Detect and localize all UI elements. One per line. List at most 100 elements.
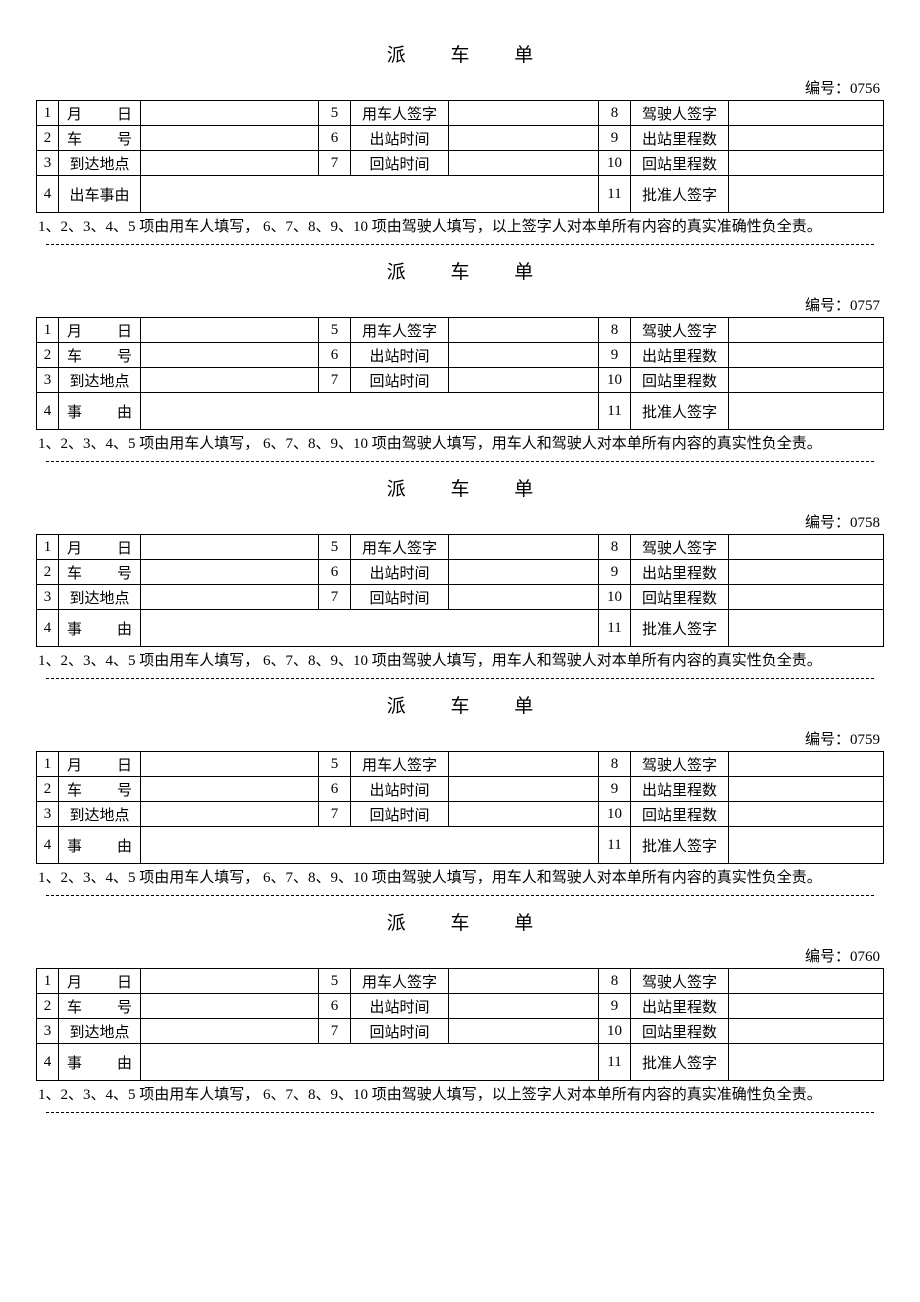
field-2-value	[141, 560, 319, 585]
field-8-value	[729, 101, 884, 126]
field-5-value	[449, 969, 599, 994]
field-7-num: 7	[319, 1019, 351, 1044]
field-3-value	[141, 1019, 319, 1044]
field-6-label: 出站时间	[351, 343, 449, 368]
field-10-num: 10	[599, 151, 631, 176]
serial-number: 编号：0758	[36, 511, 884, 532]
field-4-num: 4	[37, 610, 59, 647]
field-8-value	[729, 318, 884, 343]
table-row: 2 车号 6 出站时间 9 出站里程数	[37, 777, 884, 802]
footer-note: 1、2、3、4、5 项由用车人填写， 6、7、8、9、10 项由驾驶人填写，以上…	[36, 213, 884, 240]
field-9-label: 出站里程数	[631, 126, 729, 151]
field-4-label: 事由	[63, 835, 136, 856]
field-8-label: 驾驶人签字	[631, 318, 729, 343]
dispatch-form: 派 车 单 编号：0757 1 月日 5 用车人签字 8 驾驶人签字 2 车号 …	[36, 257, 884, 462]
field-3-num: 3	[37, 368, 59, 393]
dispatch-form: 派 车 单 编号：0756 1 月日 5 用车人签字 8 驾驶人签字 2 车号 …	[36, 40, 884, 245]
field-10-value	[729, 802, 884, 827]
field-5-num: 5	[319, 101, 351, 126]
table-row: 3 到达地点 7 回站时间 10 回站里程数	[37, 151, 884, 176]
field-5-num: 5	[319, 752, 351, 777]
field-2-label: 车号	[59, 777, 141, 802]
form-table: 1 月日 5 用车人签字 8 驾驶人签字 2 车号 6 出站时间 9 出站里程数	[36, 751, 884, 864]
field-4-label: 事由	[63, 401, 136, 422]
form-title: 派 车 单	[36, 40, 884, 67]
table-row: 1 月日 5 用车人签字 8 驾驶人签字	[37, 969, 884, 994]
table-row: 2 车号 6 出站时间 9 出站里程数	[37, 560, 884, 585]
field-7-num: 7	[319, 151, 351, 176]
field-5-label: 用车人签字	[351, 101, 449, 126]
field-3-num: 3	[37, 1019, 59, 1044]
field-3-label: 到达地点	[59, 802, 141, 827]
field-7-value	[449, 585, 599, 610]
field-2-value	[141, 994, 319, 1019]
field-10-value	[729, 585, 884, 610]
field-2-label: 车号	[59, 343, 141, 368]
field-5-value	[449, 535, 599, 560]
field-10-label: 回站里程数	[631, 585, 729, 610]
field-9-num: 9	[599, 777, 631, 802]
field-5-label: 用车人签字	[351, 535, 449, 560]
field-1-label: 月日	[59, 318, 141, 343]
field-9-label: 出站里程数	[631, 343, 729, 368]
field-6-num: 6	[319, 126, 351, 151]
serial-number: 编号：0756	[36, 77, 884, 98]
field-5-value	[449, 752, 599, 777]
field-4-num: 4	[37, 176, 59, 213]
field-7-label: 回站时间	[351, 151, 449, 176]
field-1-num: 1	[37, 535, 59, 560]
table-row: 4 事由 11 批准人签字	[37, 1044, 884, 1081]
divider	[46, 461, 874, 462]
field-11-label: 批准人签字	[631, 610, 729, 647]
form-table: 1 月日 5 用车人签字 8 驾驶人签字 2 车号 6 出站时间 9 出站里程数	[36, 534, 884, 647]
field-5-label: 用车人签字	[351, 752, 449, 777]
field-6-label: 出站时间	[351, 994, 449, 1019]
field-9-value	[729, 777, 884, 802]
field-4-num: 4	[37, 1044, 59, 1081]
field-11-value	[729, 393, 884, 430]
serial-number: 编号：0760	[36, 945, 884, 966]
form-title: 派 车 单	[36, 691, 884, 718]
field-11-num: 11	[599, 393, 631, 430]
field-3-value	[141, 151, 319, 176]
field-9-value	[729, 994, 884, 1019]
dispatch-form: 派 车 单 编号：0759 1 月日 5 用车人签字 8 驾驶人签字 2 车号 …	[36, 691, 884, 896]
field-9-num: 9	[599, 560, 631, 585]
field-2-num: 2	[37, 560, 59, 585]
footer-note: 1、2、3、4、5 项由用车人填写， 6、7、8、9、10 项由驾驶人填写，用车…	[36, 430, 884, 457]
field-11-label: 批准人签字	[631, 1044, 729, 1081]
field-2-num: 2	[37, 777, 59, 802]
field-8-num: 8	[599, 969, 631, 994]
table-row: 1 月日 5 用车人签字 8 驾驶人签字	[37, 318, 884, 343]
field-6-value	[449, 994, 599, 1019]
table-row: 3 到达地点 7 回站时间 10 回站里程数	[37, 368, 884, 393]
field-8-label: 驾驶人签字	[631, 101, 729, 126]
field-1-value	[141, 969, 319, 994]
field-9-num: 9	[599, 343, 631, 368]
divider	[46, 678, 874, 679]
field-3-value	[141, 802, 319, 827]
field-7-value	[449, 1019, 599, 1044]
footer-note: 1、2、3、4、5 项由用车人填写， 6、7、8、9、10 项由驾驶人填写，用车…	[36, 647, 884, 674]
field-7-label: 回站时间	[351, 368, 449, 393]
field-1-num: 1	[37, 969, 59, 994]
field-9-num: 9	[599, 126, 631, 151]
field-3-value	[141, 368, 319, 393]
field-1-value	[141, 535, 319, 560]
field-1-label: 月日	[59, 101, 141, 126]
field-5-label: 用车人签字	[351, 969, 449, 994]
field-2-value	[141, 126, 319, 151]
dispatch-form: 派 车 单 编号：0760 1 月日 5 用车人签字 8 驾驶人签字 2 车号 …	[36, 908, 884, 1113]
table-row: 4 事由 11 批准人签字	[37, 827, 884, 864]
field-11-num: 11	[599, 176, 631, 213]
field-7-num: 7	[319, 585, 351, 610]
field-3-label: 到达地点	[59, 151, 141, 176]
divider	[46, 895, 874, 896]
field-10-label: 回站里程数	[631, 802, 729, 827]
field-6-num: 6	[319, 343, 351, 368]
form-table: 1 月日 5 用车人签字 8 驾驶人签字 2 车号 6 出站时间 9 出站里程数	[36, 317, 884, 430]
field-4-value	[141, 393, 599, 430]
footer-note: 1、2、3、4、5 项由用车人填写， 6、7、8、9、10 项由驾驶人填写，以上…	[36, 1081, 884, 1108]
field-5-num: 5	[319, 318, 351, 343]
field-5-value	[449, 101, 599, 126]
